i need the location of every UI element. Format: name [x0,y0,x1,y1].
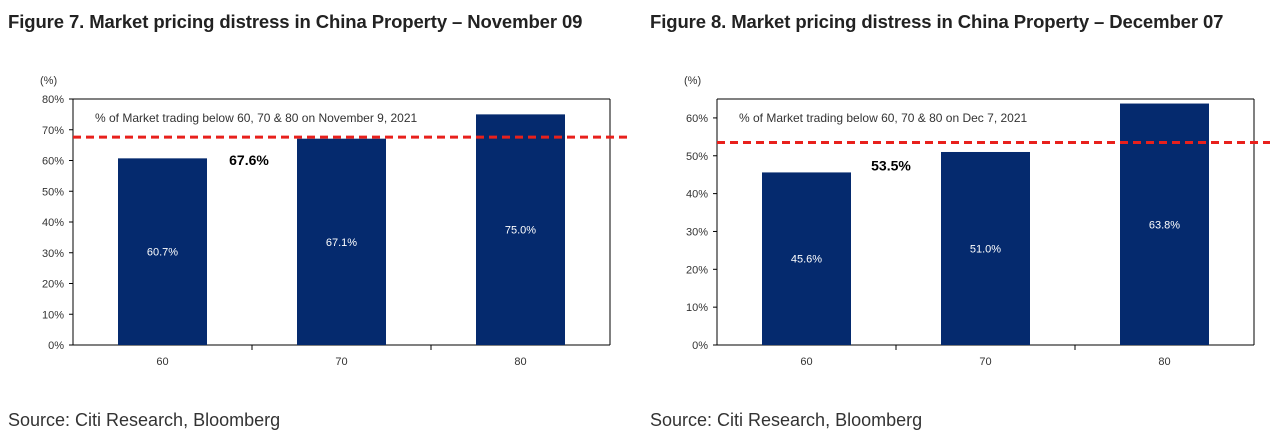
y-tick-label: 40% [42,217,64,229]
x-tick-label: 80 [514,356,526,368]
figure-8-panel: Figure 8. Market pricing distress in Chi… [642,0,1272,437]
x-tick-label: 70 [979,356,991,368]
y-tick-label: 0% [692,340,708,352]
bar-70 [297,138,386,345]
bar-value-label: 51.0% [970,243,1001,255]
y-tick-label: 80% [42,94,64,106]
reference-line-label: 53.5% [871,158,911,174]
bar-70 [941,151,1030,345]
y-tick-label: 0% [48,340,64,352]
y-axis-unit-label: (%) [40,75,57,87]
y-tick-label: 10% [42,309,64,321]
reference-line-label: 67.6% [229,152,269,168]
y-tick-label: 60% [42,156,64,168]
bar-value-label: 67.1% [326,237,357,249]
chart-annotation: % of Market trading below 60, 70 & 80 on… [739,111,1028,125]
bar-value-label: 60.7% [147,247,178,259]
figure-7-title: Figure 7. Market pricing distress in Chi… [8,11,583,32]
y-tick-label: 70% [42,125,64,137]
y-tick-label: 10% [686,302,708,314]
y-tick-label: 20% [42,279,64,291]
x-tick-label: 60 [156,356,168,368]
y-tick-label: 60% [686,113,708,125]
bar-80 [476,114,565,345]
figure-7-source: Source: Citi Research, Bloomberg [8,410,281,430]
figure-7-chart: (%) 0% 10% 20% 30% 40% 50% 60% 70% 80% 60.7% 60 67.1… [40,75,628,368]
figure-8-source: Source: Citi Research, Bloomberg [650,410,923,430]
figure-8-chart: (%) 0% 10% 20% 30% 40% 50% 60% 45.6% 60 51.0% 70 63.… [684,75,1270,368]
bar-value-label: 45.6% [791,254,822,266]
bar-value-label: 63.8% [1149,219,1180,231]
figure-7-panel: Figure 7. Market pricing distress in Chi… [0,0,630,437]
y-tick-label: 30% [686,226,708,238]
x-tick-label: 60 [800,356,812,368]
x-tick-label: 80 [1158,356,1170,368]
bar-60 [118,158,207,345]
figure-8-title: Figure 8. Market pricing distress in Chi… [650,11,1224,32]
y-tick-label: 40% [686,189,708,201]
y-tick-label: 20% [686,264,708,276]
y-tick-label: 50% [686,151,708,163]
y-tick-label: 30% [42,248,64,260]
bar-60 [762,172,851,345]
bar-value-label: 75.0% [505,225,536,237]
chart-annotation: % of Market trading below 60, 70 & 80 on… [95,111,418,125]
y-axis-unit-label: (%) [684,75,701,87]
y-tick-label: 50% [42,186,64,198]
x-tick-label: 70 [335,356,347,368]
